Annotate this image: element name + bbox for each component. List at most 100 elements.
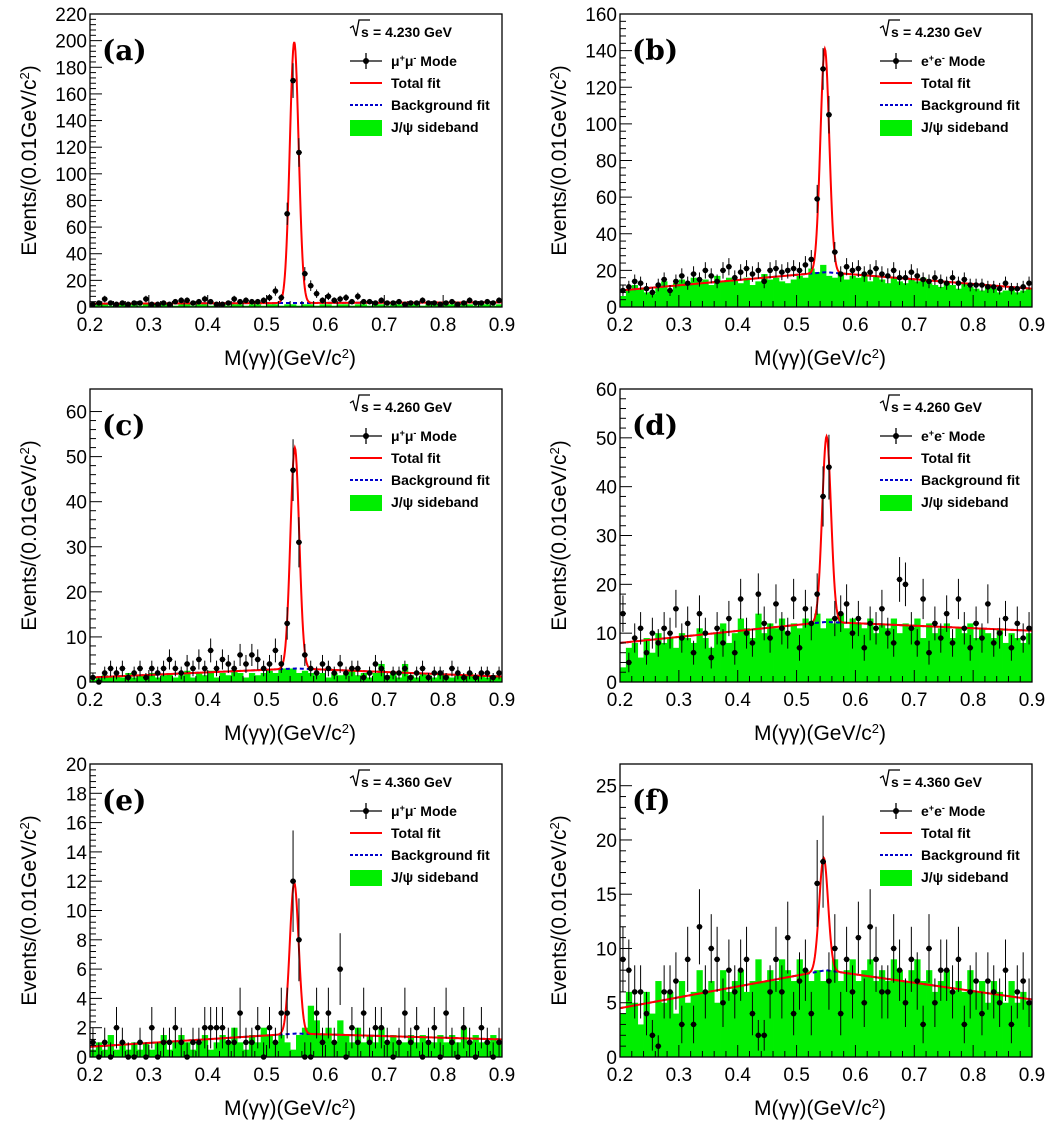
data-marker	[873, 625, 879, 632]
data-marker	[149, 301, 155, 308]
data-point-9	[672, 952, 679, 1010]
sideband-bar-19	[201, 675, 209, 682]
data-marker	[243, 661, 249, 667]
data-point-26	[243, 297, 249, 304]
data-point-55	[943, 595, 950, 632]
data-point-63	[990, 629, 997, 657]
data-marker	[985, 284, 991, 290]
data-marker	[731, 649, 738, 656]
sideband-bar-26	[773, 277, 780, 307]
data-marker	[967, 282, 973, 288]
data-point-68	[1020, 623, 1027, 653]
data-marker	[160, 300, 167, 306]
sideband-bar-26	[243, 305, 250, 307]
legend-label-bg: Background fit	[391, 97, 490, 113]
ytick-label-6: 60	[596, 380, 617, 401]
data-marker	[708, 654, 715, 661]
data-marker	[1026, 280, 1032, 286]
data-marker	[90, 1039, 96, 1046]
data-point-63	[990, 280, 997, 293]
data-point-67	[484, 1027, 491, 1057]
data-point-46	[360, 987, 367, 1039]
sideband-bar-8	[667, 638, 674, 682]
data-marker	[843, 956, 850, 963]
data-marker	[979, 635, 985, 641]
data-marker	[272, 288, 279, 294]
sideband-bar-44	[878, 279, 886, 307]
data-point-36	[831, 242, 838, 263]
data-point-17	[190, 660, 196, 677]
data-point-16	[714, 274, 721, 289]
data-marker	[425, 674, 432, 681]
data-marker	[143, 296, 149, 302]
sideband-bar-42	[867, 618, 874, 682]
sideband-bar-6	[655, 981, 662, 1057]
data-marker	[767, 635, 773, 641]
data-point-12	[690, 266, 697, 282]
sideband-bar-64	[996, 628, 1003, 682]
data-marker	[843, 263, 850, 270]
legend-data-marker	[363, 808, 369, 814]
data-point-40	[325, 660, 332, 677]
data-point-50	[914, 629, 921, 657]
panel-label: (c)	[102, 409, 146, 442]
sideband-bar-63	[990, 288, 998, 307]
data-point-17	[190, 300, 196, 306]
sideband-bar-23	[225, 305, 232, 307]
data-marker	[708, 273, 715, 279]
data-marker	[413, 670, 420, 676]
data-marker	[455, 670, 461, 676]
data-point-27	[778, 965, 785, 1019]
data-point-23	[755, 573, 762, 615]
data-marker	[779, 269, 785, 276]
sideband-bar-67	[1014, 292, 1021, 307]
data-marker	[266, 294, 273, 301]
data-point-12	[160, 1027, 167, 1057]
data-marker	[355, 1039, 361, 1046]
legend-label-data: e+e- Mode	[921, 428, 986, 444]
data-marker	[749, 1010, 756, 1017]
data-point-15	[178, 666, 185, 680]
data-point-37	[837, 595, 844, 632]
data-marker	[649, 1032, 656, 1039]
data-marker	[737, 269, 744, 276]
data-point-3	[637, 276, 644, 290]
sideband-bar-69	[496, 304, 503, 307]
data-point-13	[696, 889, 703, 965]
sideband-bar-34	[290, 1049, 297, 1057]
xtick-label-2: 0.4	[725, 315, 752, 336]
data-point-19	[731, 270, 738, 286]
xtick-label-3: 0.5	[783, 1065, 809, 1086]
xtick-label-6: 0.8	[430, 690, 456, 711]
data-point-12	[160, 300, 167, 306]
legend-label-bg: Background fit	[921, 472, 1020, 488]
data-marker	[932, 274, 938, 281]
data-point-62	[984, 280, 991, 293]
data-marker	[213, 301, 220, 308]
sideband-bar-38	[313, 1020, 320, 1057]
data-marker	[278, 661, 285, 667]
sideband-bar-3	[637, 657, 644, 682]
sideband-bar-17	[190, 305, 197, 307]
data-point-58	[431, 300, 438, 306]
data-marker	[472, 674, 479, 681]
sideband-bar-46	[890, 277, 898, 307]
data-marker	[137, 665, 143, 672]
sideband-bar-43	[343, 304, 350, 307]
legend: s = 4.260 GeV e+e- Mode Total fit Background…	[879, 394, 1020, 511]
data-point-3	[107, 660, 114, 677]
data-marker	[207, 1024, 214, 1031]
panel-e: 0 2 4 6 8 10 12 14 16 18 20 0.2 0.3 0.4 0.5 0.6 0.7 0.8 0.…	[17, 755, 516, 1120]
sideband-bar-55	[943, 281, 950, 307]
ytick-label-3: 30	[596, 527, 617, 548]
xtick-label-1: 0.3	[136, 315, 162, 336]
data-marker	[914, 978, 921, 984]
data-point-25	[237, 643, 244, 666]
data-marker	[1026, 625, 1032, 632]
ytick-label-5: 10	[66, 902, 87, 923]
data-marker	[702, 267, 709, 274]
legend-label-sideband: J/ψ sideband	[921, 869, 1009, 885]
data-point-26	[243, 1027, 249, 1057]
data-marker	[402, 301, 408, 308]
data-marker	[431, 1024, 438, 1031]
